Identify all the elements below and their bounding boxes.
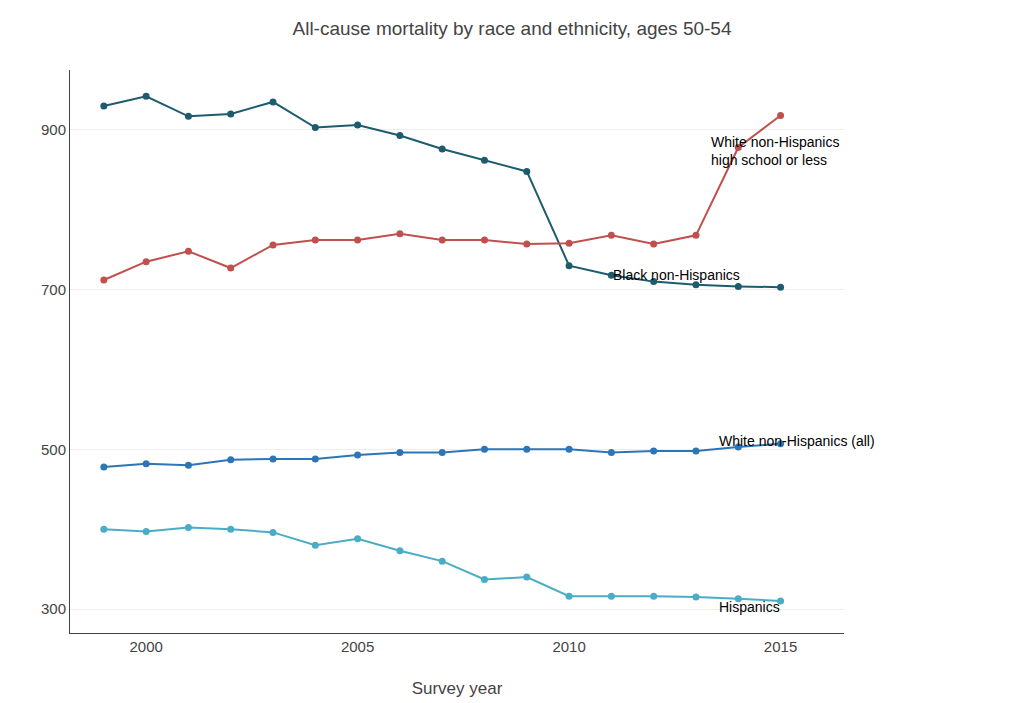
svg-text:2005: 2005 [341, 638, 374, 655]
svg-text:500: 500 [41, 441, 66, 458]
svg-text:Survey year: Survey year [412, 679, 503, 698]
svg-text:2010: 2010 [552, 638, 585, 655]
svg-text:700: 700 [41, 281, 66, 298]
svg-text:Black non-Hispanics: Black non-Hispanics [613, 267, 740, 283]
svg-text:Hispanics: Hispanics [719, 599, 780, 615]
svg-text:White non-Hispanicshigh school: White non-Hispanicshigh school or less [711, 134, 839, 168]
svg-text:All-cause mortality by race an: All-cause mortality by race and ethnicit… [293, 18, 732, 39]
svg-text:900: 900 [41, 121, 66, 138]
svg-text:2000: 2000 [129, 638, 162, 655]
svg-text:300: 300 [41, 600, 66, 617]
svg-text:2015: 2015 [764, 638, 797, 655]
svg-text:White non-Hispanics (all): White non-Hispanics (all) [719, 433, 875, 449]
